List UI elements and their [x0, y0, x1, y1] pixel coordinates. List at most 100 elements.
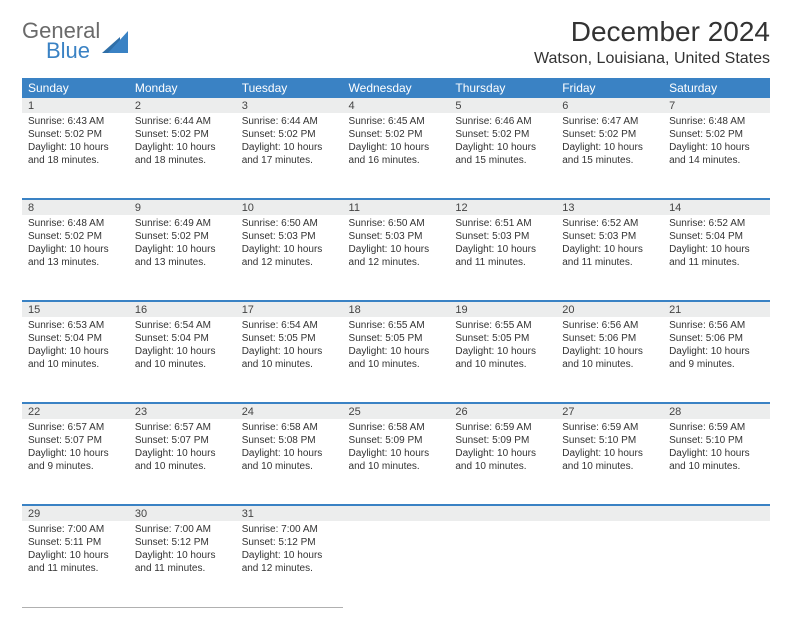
day-number: 20 — [556, 302, 663, 317]
day-detail: Sunrise: 6:51 AMSunset: 5:03 PMDaylight:… — [449, 215, 556, 273]
daylight-line1: Daylight: 10 hours — [242, 345, 337, 358]
daylight-line1: Daylight: 10 hours — [669, 243, 764, 256]
day-body-cell: Sunrise: 6:47 AMSunset: 5:02 PMDaylight:… — [556, 113, 663, 199]
sunrise: Sunrise: 6:45 AM — [349, 115, 444, 128]
day-detail: Sunrise: 6:52 AMSunset: 5:04 PMDaylight:… — [663, 215, 770, 273]
day-number-cell: 3 — [236, 98, 343, 113]
sunset: Sunset: 5:09 PM — [349, 434, 444, 447]
sunrise: Sunrise: 6:56 AM — [562, 319, 657, 332]
day-number-cell — [343, 505, 450, 521]
sunrise: Sunrise: 6:49 AM — [135, 217, 230, 230]
day-detail: Sunrise: 6:46 AMSunset: 5:02 PMDaylight:… — [449, 113, 556, 171]
sunset: Sunset: 5:03 PM — [455, 230, 550, 243]
day-detail: Sunrise: 6:56 AMSunset: 5:06 PMDaylight:… — [556, 317, 663, 375]
day-body-cell: Sunrise: 6:56 AMSunset: 5:06 PMDaylight:… — [663, 317, 770, 403]
sunrise: Sunrise: 6:53 AM — [28, 319, 123, 332]
day-number-cell: 27 — [556, 403, 663, 419]
day-body-cell: Sunrise: 6:50 AMSunset: 5:03 PMDaylight:… — [343, 215, 450, 301]
daylight-line1: Daylight: 10 hours — [242, 447, 337, 460]
sunrise: Sunrise: 6:51 AM — [455, 217, 550, 230]
day-body-cell: Sunrise: 6:57 AMSunset: 5:07 PMDaylight:… — [22, 419, 129, 505]
day-number: 30 — [129, 506, 236, 521]
sunrise: Sunrise: 6:54 AM — [242, 319, 337, 332]
sunrise: Sunrise: 6:55 AM — [349, 319, 444, 332]
daylight-line2: and 18 minutes. — [28, 154, 123, 167]
daylight-line2: and 10 minutes. — [455, 460, 550, 473]
day-number-cell: 7 — [663, 98, 770, 113]
day-detail: Sunrise: 6:56 AMSunset: 5:06 PMDaylight:… — [663, 317, 770, 375]
sunrise: Sunrise: 6:48 AM — [28, 217, 123, 230]
logo: General Blue — [22, 20, 128, 62]
daylight-line1: Daylight: 10 hours — [669, 141, 764, 154]
sunset: Sunset: 5:03 PM — [562, 230, 657, 243]
day-number: 26 — [449, 404, 556, 419]
sunset: Sunset: 5:03 PM — [242, 230, 337, 243]
daylight-line1: Daylight: 10 hours — [349, 243, 444, 256]
daylight-line2: and 16 minutes. — [349, 154, 444, 167]
day-number: 11 — [343, 200, 450, 215]
title-block: December 2024 Watson, Louisiana, United … — [534, 16, 770, 68]
day-number: 6 — [556, 98, 663, 113]
sunrise: Sunrise: 6:43 AM — [28, 115, 123, 128]
day-detail: Sunrise: 6:59 AMSunset: 5:09 PMDaylight:… — [449, 419, 556, 477]
daylight-line2: and 12 minutes. — [242, 562, 337, 575]
day-body-cell: Sunrise: 6:56 AMSunset: 5:06 PMDaylight:… — [556, 317, 663, 403]
daylight-line1: Daylight: 10 hours — [455, 345, 550, 358]
day-number-cell: 24 — [236, 403, 343, 419]
day-number: 18 — [343, 302, 450, 317]
sunrise: Sunrise: 6:58 AM — [242, 421, 337, 434]
day-detail: Sunrise: 6:54 AMSunset: 5:05 PMDaylight:… — [236, 317, 343, 375]
sunset: Sunset: 5:07 PM — [28, 434, 123, 447]
day-number: 28 — [663, 404, 770, 419]
daylight-line2: and 14 minutes. — [669, 154, 764, 167]
day-number: 27 — [556, 404, 663, 419]
sunset: Sunset: 5:02 PM — [349, 128, 444, 141]
daylight-line1: Daylight: 10 hours — [135, 447, 230, 460]
daylight-line2: and 10 minutes. — [135, 460, 230, 473]
weekday-header: Tuesday — [236, 78, 343, 98]
daylight-line2: and 10 minutes. — [562, 460, 657, 473]
daylight-line2: and 11 minutes. — [135, 562, 230, 575]
day-number: 31 — [236, 506, 343, 521]
weekday-header: Friday — [556, 78, 663, 98]
daylight-line2: and 12 minutes. — [242, 256, 337, 269]
daylight-line2: and 10 minutes. — [349, 460, 444, 473]
day-number: 24 — [236, 404, 343, 419]
day-number: 9 — [129, 200, 236, 215]
sunset: Sunset: 5:09 PM — [455, 434, 550, 447]
day-detail: Sunrise: 6:48 AMSunset: 5:02 PMDaylight:… — [663, 113, 770, 171]
day-number-cell — [449, 505, 556, 521]
sunset: Sunset: 5:05 PM — [349, 332, 444, 345]
day-detail: Sunrise: 6:44 AMSunset: 5:02 PMDaylight:… — [129, 113, 236, 171]
sunset: Sunset: 5:12 PM — [135, 536, 230, 549]
daylight-line2: and 13 minutes. — [28, 256, 123, 269]
day-detail: Sunrise: 7:00 AMSunset: 5:11 PMDaylight:… — [22, 521, 129, 579]
day-detail: Sunrise: 6:58 AMSunset: 5:09 PMDaylight:… — [343, 419, 450, 477]
day-detail: Sunrise: 7:00 AMSunset: 5:12 PMDaylight:… — [129, 521, 236, 579]
sunrise: Sunrise: 6:59 AM — [455, 421, 550, 434]
daylight-line1: Daylight: 10 hours — [455, 447, 550, 460]
day-number-cell: 12 — [449, 199, 556, 215]
day-detail: Sunrise: 6:57 AMSunset: 5:07 PMDaylight:… — [22, 419, 129, 477]
day-number-cell: 15 — [22, 301, 129, 317]
day-number-cell: 21 — [663, 301, 770, 317]
day-number: 25 — [343, 404, 450, 419]
daylight-line1: Daylight: 10 hours — [349, 447, 444, 460]
day-body-cell: Sunrise: 6:46 AMSunset: 5:02 PMDaylight:… — [449, 113, 556, 199]
day-detail: Sunrise: 7:00 AMSunset: 5:12 PMDaylight:… — [236, 521, 343, 579]
day-body-cell: Sunrise: 6:58 AMSunset: 5:08 PMDaylight:… — [236, 419, 343, 505]
daylight-line2: and 10 minutes. — [242, 460, 337, 473]
day-number: 19 — [449, 302, 556, 317]
day-number-cell: 22 — [22, 403, 129, 419]
sunset: Sunset: 5:02 PM — [135, 128, 230, 141]
day-detail: Sunrise: 6:50 AMSunset: 5:03 PMDaylight:… — [236, 215, 343, 273]
daylight-line1: Daylight: 10 hours — [455, 141, 550, 154]
daylight-line1: Daylight: 10 hours — [669, 447, 764, 460]
daylight-line2: and 10 minutes. — [349, 358, 444, 371]
day-body-cell: Sunrise: 6:49 AMSunset: 5:02 PMDaylight:… — [129, 215, 236, 301]
day-body-cell: Sunrise: 6:48 AMSunset: 5:02 PMDaylight:… — [22, 215, 129, 301]
day-detail: Sunrise: 6:45 AMSunset: 5:02 PMDaylight:… — [343, 113, 450, 171]
day-number-cell: 14 — [663, 199, 770, 215]
daylight-line2: and 10 minutes. — [242, 358, 337, 371]
calendar-page: General Blue December 2024 Watson, Louis… — [0, 0, 792, 624]
